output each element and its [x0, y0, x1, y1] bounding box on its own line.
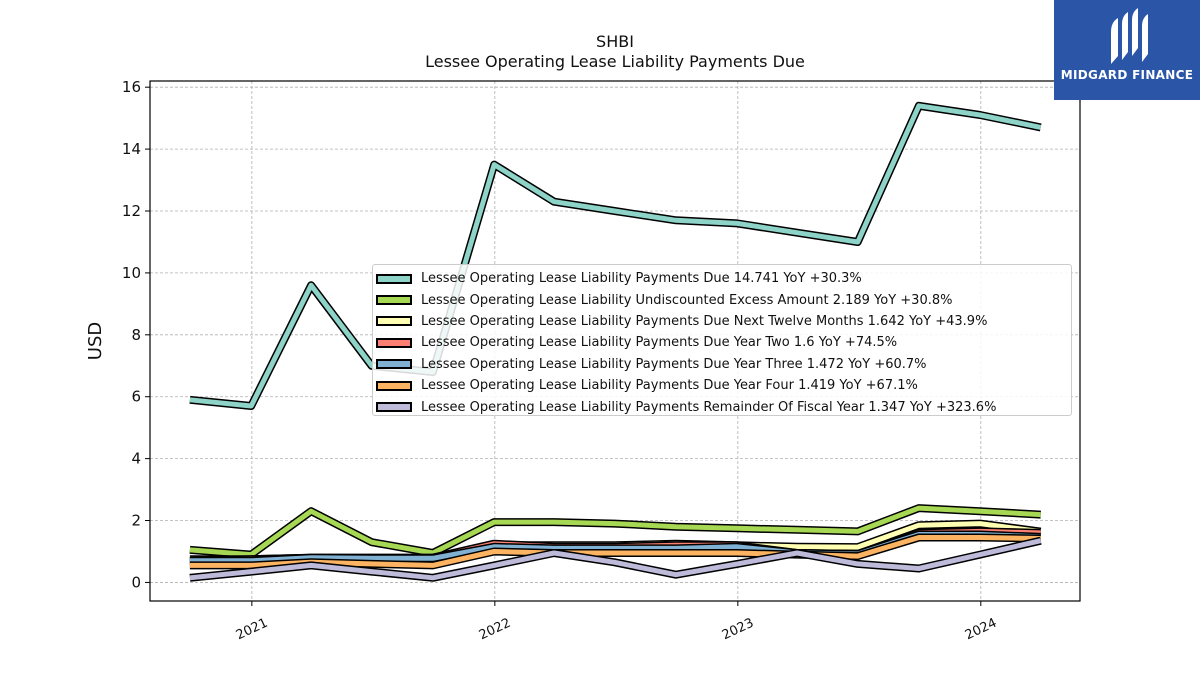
legend-label: Lessee Operating Lease Liability Payment…: [421, 313, 988, 329]
y-tick-label: 8: [131, 326, 141, 344]
series-line-6: [189, 535, 1041, 568]
x-tick-label: 2021: [234, 616, 270, 644]
y-tick-label: 12: [122, 202, 141, 220]
chart-ticker: SHBI: [596, 32, 634, 51]
logo-text: MIDGARD FINANCE: [1060, 68, 1194, 82]
legend-item: Lessee Operating Lease Liability Payment…: [373, 375, 1071, 396]
x-tick-label: 2024: [963, 616, 999, 644]
x-tick-label: 2023: [720, 616, 756, 644]
series-line-7: [189, 538, 1042, 581]
plot-frame: [149, 80, 1081, 602]
chart-title: Lessee Operating Lease Liability Payment…: [425, 52, 805, 71]
legend-label: Lessee Operating Lease Liability Undisco…: [421, 292, 953, 308]
logo-mark-icon: [1111, 8, 1148, 64]
y-tick-label: 6: [131, 388, 141, 406]
legend-swatch: [376, 273, 412, 284]
chart-legend: Lessee Operating Lease Liability Payment…: [372, 264, 1072, 416]
x-tick-label: 2022: [477, 616, 513, 644]
legend-item: Lessee Operating Lease Liability Undisco…: [373, 289, 1071, 310]
legend-label: Lessee Operating Lease Liability Payment…: [421, 378, 918, 394]
legend-label: Lessee Operating Lease Liability Payment…: [421, 356, 927, 372]
legend-item: Lessee Operating Lease Liability Payment…: [373, 268, 1071, 289]
y-tick-label: 0: [131, 573, 141, 591]
legend-item: Lessee Operating Lease Liability Payment…: [373, 354, 1071, 375]
legend-label: Lessee Operating Lease Liability Payment…: [421, 271, 862, 287]
y-tick-label: 2: [131, 512, 141, 530]
y-tick-label: 10: [122, 264, 141, 282]
y-tick-label: 14: [122, 140, 141, 158]
legend-swatch: [376, 337, 412, 348]
midgard-finance-logo: MIDGARD FINANCE: [1054, 0, 1200, 100]
legend-swatch: [376, 380, 412, 391]
legend-swatch: [376, 402, 412, 413]
y-tick-label: 16: [122, 78, 141, 96]
legend-item: Lessee Operating Lease Liability Payment…: [373, 332, 1071, 353]
series-line-1: [189, 103, 1042, 409]
y-tick-label: 4: [131, 450, 141, 468]
legend-swatch: [376, 359, 412, 370]
legend-label: Lessee Operating Lease Liability Payment…: [421, 335, 898, 351]
series-line-2: [189, 505, 1041, 558]
y-axis-label: USD: [85, 322, 106, 360]
legend-swatch: [376, 316, 412, 327]
legend-item: Lessee Operating Lease Liability Payment…: [373, 396, 1071, 417]
legend-label: Lessee Operating Lease Liability Payment…: [421, 399, 997, 415]
legend-item: Lessee Operating Lease Liability Payment…: [373, 311, 1071, 332]
legend-swatch: [376, 295, 412, 306]
